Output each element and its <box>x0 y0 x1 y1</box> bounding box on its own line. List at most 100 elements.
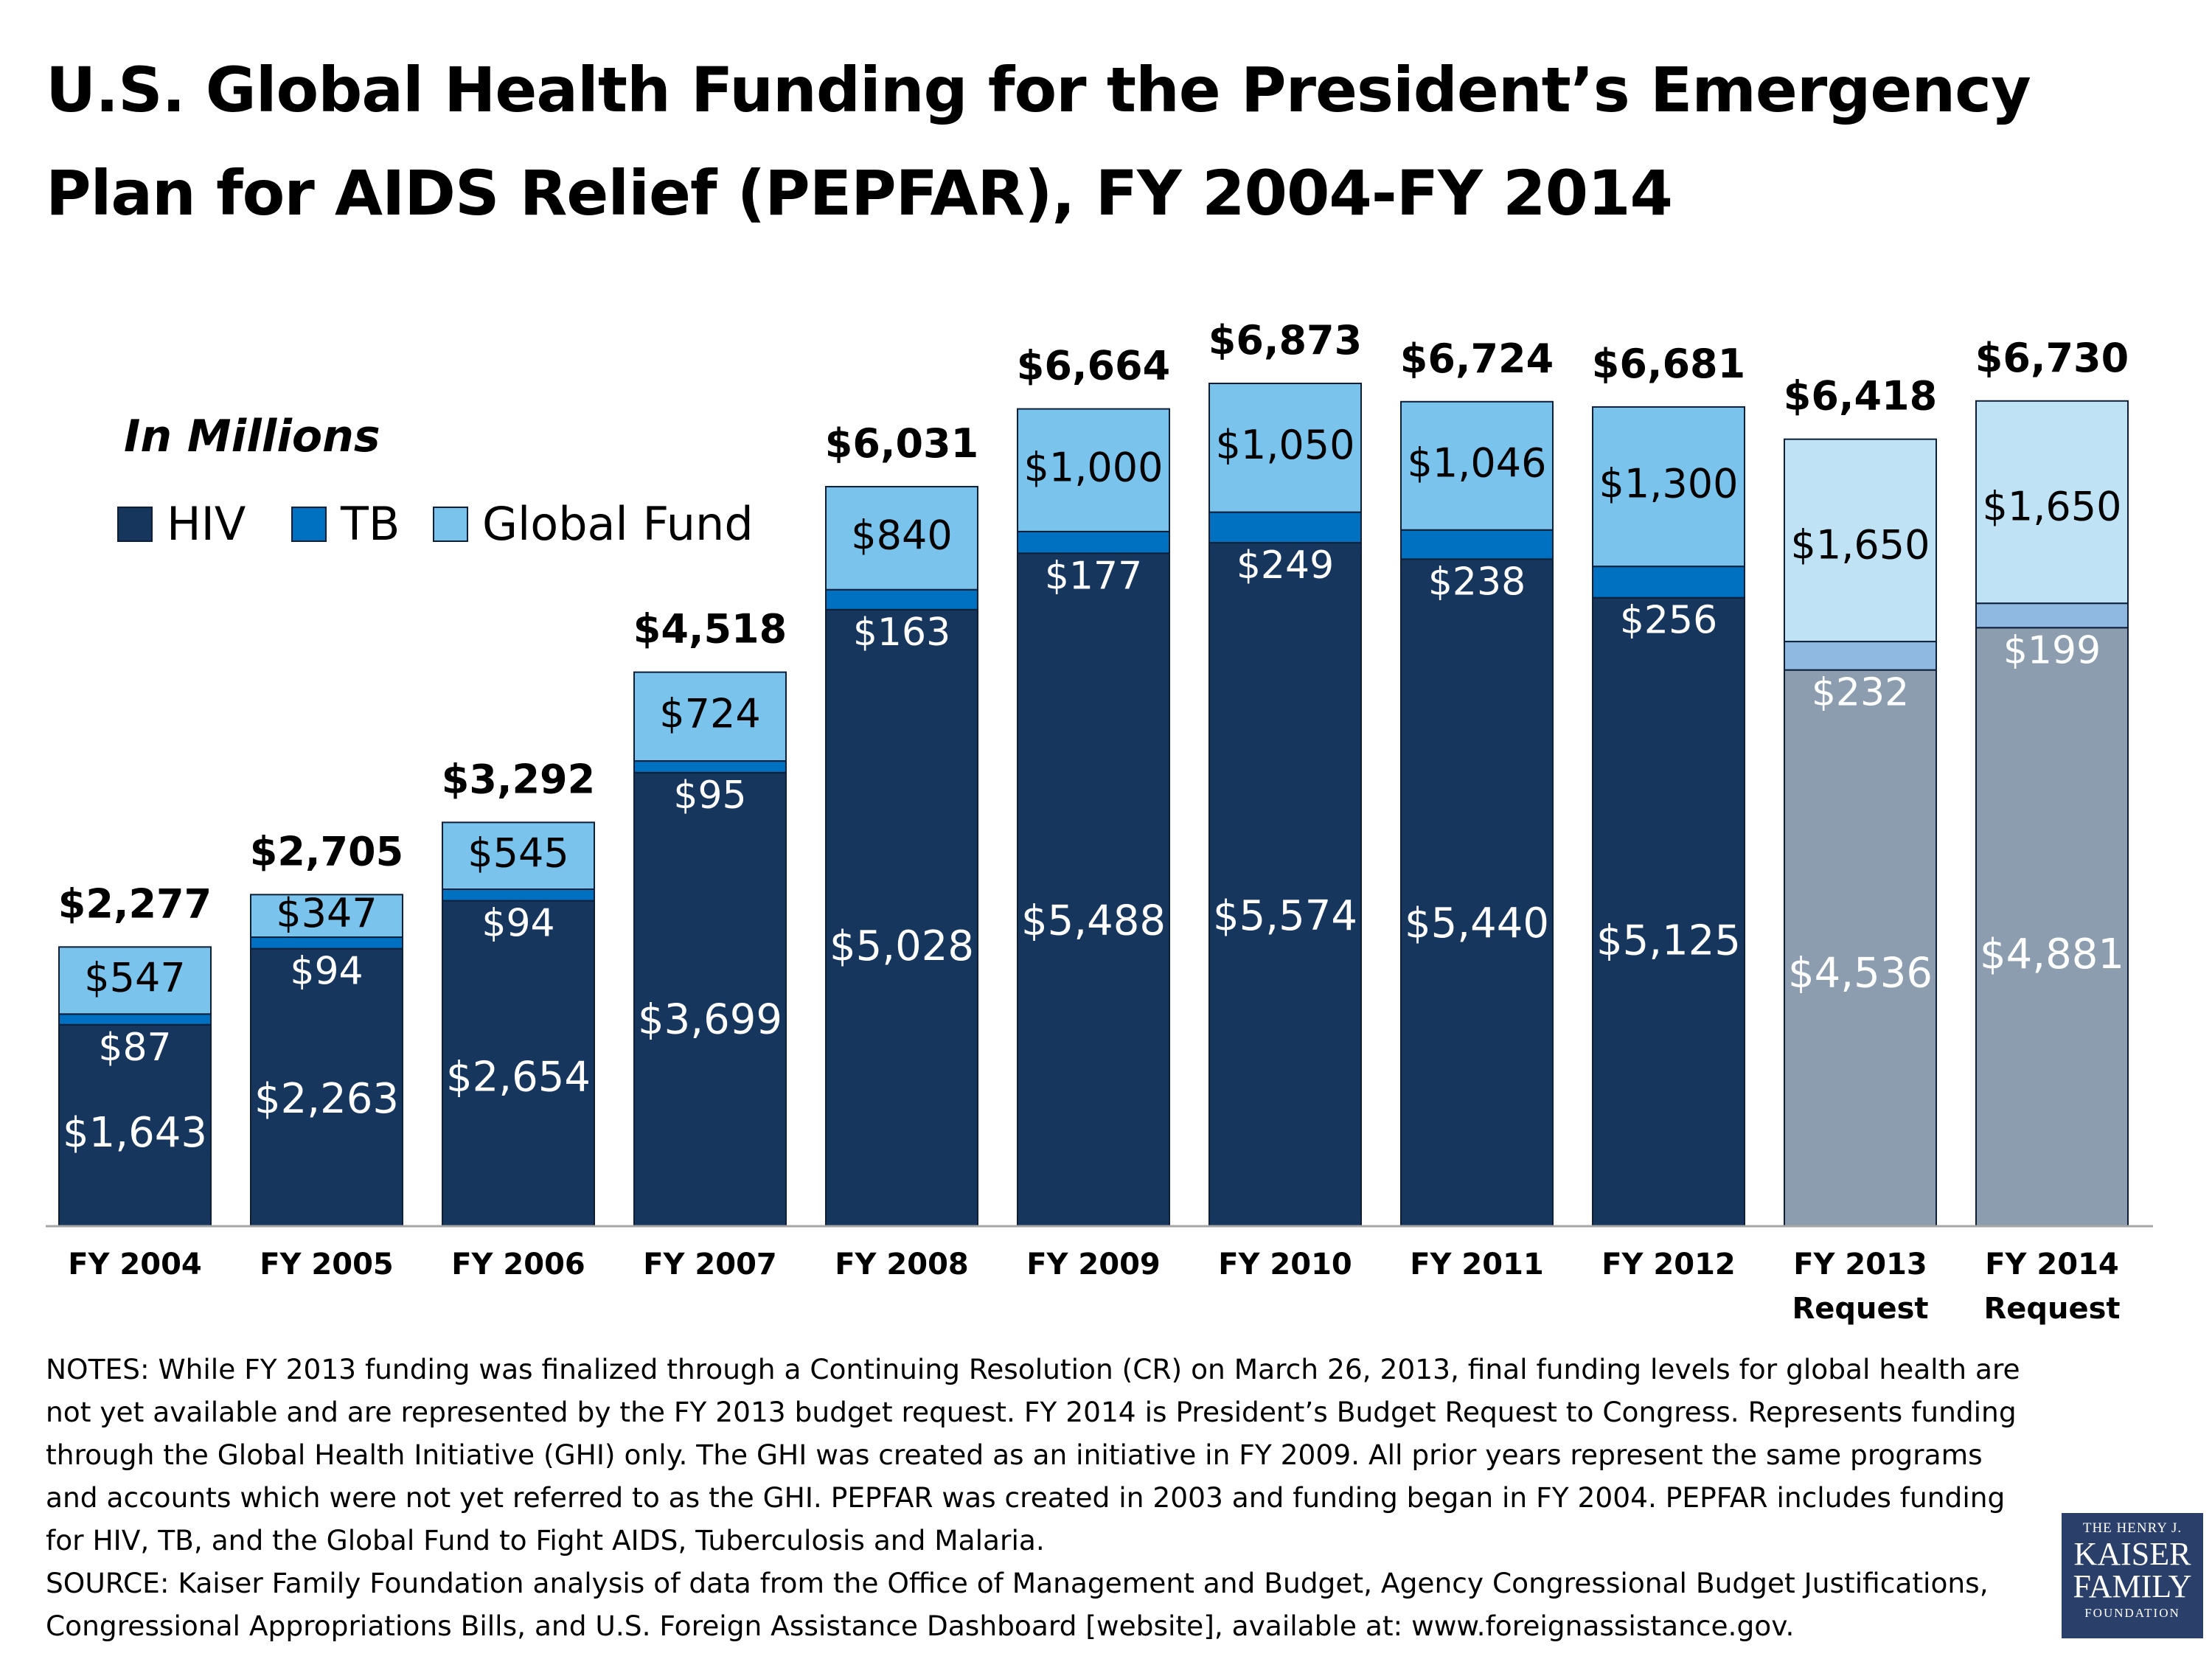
label-tb-3: $94 <box>481 902 554 946</box>
label-total-5: $6,031 <box>825 420 978 467</box>
legend-swatch-hiv <box>117 507 153 542</box>
x-tick-label-7: FY 2010 <box>1218 1248 1352 1281</box>
kaiser-family-foundation-logo: THE HENRY J. KAISER FAMILY FOUNDATION <box>2062 1513 2203 1638</box>
bar-tb-11 <box>1975 602 2129 629</box>
label-global-fund-7: $1,050 <box>1216 422 1355 468</box>
chart-title: U.S. Global Health Funding for the Presi… <box>46 38 2169 245</box>
label-total-9: $6,681 <box>1592 341 1745 387</box>
bar-hiv-7 <box>1208 542 1362 1227</box>
label-hiv-10: $4,536 <box>1788 950 1933 998</box>
label-tb-7: $249 <box>1237 543 1334 588</box>
label-hiv-8: $5,440 <box>1405 900 1549 947</box>
bar-tb-5 <box>825 588 978 611</box>
legend-label-tb: TB <box>340 497 400 551</box>
logo-line-1: THE HENRY J. <box>2082 1520 2183 1536</box>
bar-global-fund-8 <box>1400 400 1554 531</box>
bar-hiv-6 <box>1017 552 1170 1227</box>
logo-line-4: FOUNDATION <box>2084 1606 2180 1620</box>
label-tb-6: $177 <box>1045 554 1142 598</box>
label-global-fund-1: $547 <box>84 954 185 1001</box>
x-tick-label-4: FY 2007 <box>643 1248 777 1281</box>
unit-label: In Millions <box>124 411 380 462</box>
label-global-fund-4: $724 <box>659 690 760 737</box>
legend-swatch-global-fund <box>433 507 468 542</box>
bar-tb-10 <box>1784 641 1937 671</box>
label-global-fund-6: $1,000 <box>1024 444 1164 490</box>
bar-tb-3 <box>442 888 595 902</box>
stacked-bar-chart: $1,643 $87 $547 $2,277 FY 2004 $2,263 $94 $347 $… <box>46 317 2153 1326</box>
legend: In Millions HIV TB Global Fund <box>117 411 754 551</box>
label-tb-2: $94 <box>290 950 363 994</box>
x-tick-label-11: FY 2014 Request <box>1983 1248 2120 1326</box>
chart-title-line-2: Plan for AIDS Relief (PEPFAR), FY 2004-F… <box>46 157 1673 229</box>
label-hiv-2: $2,263 <box>254 1075 399 1123</box>
bar-global-fund-1 <box>58 946 212 1015</box>
label-total-11: $6,730 <box>1975 335 2129 381</box>
x-tick-label-9: FY 2012 <box>1601 1248 1736 1281</box>
bars-layer <box>58 383 2129 1228</box>
bar-hiv-9 <box>1592 597 1745 1227</box>
label-tb-10: $232 <box>1812 671 1909 715</box>
label-tb-5: $163 <box>853 611 950 655</box>
bar-tb-7 <box>1208 511 1362 544</box>
legend-label-global-fund: Global Fund <box>482 497 754 551</box>
bar-global-fund-4 <box>633 671 787 762</box>
label-global-fund-2: $347 <box>276 890 377 936</box>
x-tick-label-5: FY 2008 <box>835 1248 969 1281</box>
x-tick-label-3: FY 2006 <box>451 1248 585 1281</box>
label-global-fund-9: $1,300 <box>1599 461 1739 507</box>
label-tb-1: $87 <box>98 1026 171 1070</box>
label-total-6: $6,664 <box>1017 343 1170 389</box>
chart-notes: NOTES: While FY 2013 funding was finaliz… <box>46 1348 2022 1647</box>
label-tb-8: $238 <box>1428 560 1526 604</box>
bar-tb-4 <box>633 760 787 773</box>
label-hiv-9: $5,125 <box>1596 917 1741 965</box>
x-tick-label-6: FY 2009 <box>1026 1248 1161 1281</box>
label-total-3: $3,292 <box>442 756 595 802</box>
label-global-fund-10: $1,650 <box>1791 522 1930 568</box>
bar-tb-6 <box>1017 530 1170 554</box>
bar-global-fund-5 <box>825 486 978 591</box>
notes-text: NOTES: While FY 2013 funding was finaliz… <box>46 1353 2020 1557</box>
bar-global-fund-6 <box>1017 408 1170 532</box>
legend-swatch-tb <box>291 507 327 542</box>
bar-hiv-3 <box>442 900 595 1228</box>
bar-global-fund-3 <box>442 821 595 890</box>
bar-hiv-10 <box>1784 669 1937 1227</box>
x-tick-label-10: FY 2013 Request <box>1792 1248 1928 1326</box>
bar-hiv-8 <box>1400 558 1554 1227</box>
bar-global-fund-11 <box>1975 400 2129 605</box>
chart-title-line-1: U.S. Global Health Funding for the Presi… <box>46 54 2031 126</box>
bar-tb-8 <box>1400 529 1554 560</box>
label-hiv-7: $5,574 <box>1213 892 1357 940</box>
label-hiv-6: $5,488 <box>1021 897 1166 945</box>
bar-global-fund-2 <box>250 894 403 939</box>
label-hiv-11: $4,881 <box>1980 931 2124 978</box>
x-tick-label-2: FY 2005 <box>260 1248 394 1281</box>
label-tb-4: $95 <box>673 773 746 818</box>
legend-label-hiv: HIV <box>167 497 246 551</box>
bar-global-fund-7 <box>1208 383 1362 513</box>
label-total-1: $2,277 <box>58 880 212 927</box>
bar-tb-2 <box>250 936 403 950</box>
x-tick-label-1: FY 2004 <box>68 1248 202 1281</box>
bar-global-fund-9 <box>1592 406 1745 568</box>
label-total-10: $6,418 <box>1784 373 1937 420</box>
label-global-fund-8: $1,046 <box>1408 439 1547 486</box>
label-global-fund-11: $1,650 <box>1983 484 2122 530</box>
bar-tb-1 <box>58 1013 212 1026</box>
label-total-4: $4,518 <box>633 606 787 653</box>
label-tb-9: $256 <box>1620 599 1717 643</box>
x-tick-label-8: FY 2011 <box>1410 1248 1544 1281</box>
logo-line-3: FAMILY <box>2073 1568 2192 1604</box>
label-tb-11: $199 <box>2003 628 2101 672</box>
labels-layer: $1,643 $87 $547 $2,277 FY 2004 $2,263 $94 $347 $… <box>58 317 2129 1326</box>
label-total-7: $6,873 <box>1208 317 1362 364</box>
label-total-8: $6,724 <box>1400 335 1554 382</box>
source-text: SOURCE: Kaiser Family Foundation analysi… <box>46 1567 1989 1642</box>
label-hiv-5: $5,028 <box>830 922 974 970</box>
label-global-fund-5: $840 <box>851 512 952 559</box>
logo-line-2: KAISER <box>2073 1536 2191 1572</box>
bar-tb-9 <box>1592 566 1745 599</box>
bar-hiv-11 <box>1975 627 2129 1227</box>
